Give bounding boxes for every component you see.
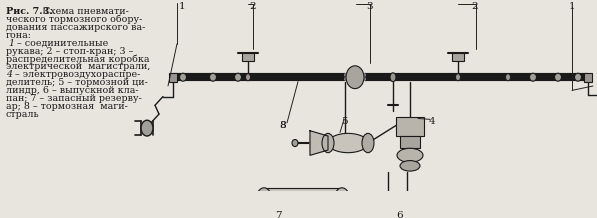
Text: распределительная коробка: распределительная коробка (6, 54, 149, 64)
Bar (396, 117, 424, 136)
Text: Схема пневмати-: Схема пневмати- (40, 7, 129, 16)
Text: 6: 6 (396, 211, 404, 218)
Bar (169, 73, 177, 82)
Ellipse shape (180, 73, 186, 81)
Ellipse shape (245, 74, 251, 81)
Bar (242, 53, 254, 61)
Text: электрической  магистрали,: электрической магистрали, (6, 62, 150, 71)
Text: страль: страль (6, 110, 39, 119)
Text: 1: 1 (6, 39, 15, 48)
Text: делитель; 5 – тормозной ци-: делитель; 5 – тормозной ци- (6, 78, 148, 87)
Ellipse shape (256, 188, 272, 212)
Text: рукава; 2 – стоп-кран; 3 –: рукава; 2 – стоп-кран; 3 – (6, 46, 133, 56)
Bar (452, 53, 464, 61)
Text: 1: 1 (179, 2, 185, 11)
Polygon shape (310, 131, 328, 155)
Text: 5: 5 (341, 117, 347, 126)
Ellipse shape (141, 120, 153, 136)
Ellipse shape (322, 133, 334, 153)
Ellipse shape (400, 161, 420, 171)
Ellipse shape (530, 73, 537, 81)
Text: гона:: гона: (6, 31, 32, 40)
Bar (264, 188, 342, 212)
Ellipse shape (574, 73, 581, 81)
Ellipse shape (390, 73, 396, 82)
Text: ар; 8 – тормозная  маги-: ар; 8 – тормозная маги- (6, 102, 128, 111)
Text: 8: 8 (279, 121, 287, 130)
Text: 4: 4 (6, 70, 12, 79)
Ellipse shape (555, 73, 562, 81)
Text: Рис. 7.3.: Рис. 7.3. (6, 7, 53, 16)
Ellipse shape (235, 73, 242, 81)
Ellipse shape (328, 133, 368, 153)
Ellipse shape (506, 74, 510, 81)
Ellipse shape (456, 74, 460, 81)
Text: 3: 3 (367, 2, 373, 11)
Ellipse shape (334, 188, 350, 212)
Text: 1: 1 (569, 2, 576, 11)
Text: 2: 2 (250, 2, 256, 11)
Text: пан; 7 – запасный резерву-: пан; 7 – запасный резерву- (6, 94, 142, 103)
Bar (584, 73, 592, 82)
Bar (382, 204, 394, 211)
Ellipse shape (346, 66, 364, 89)
Ellipse shape (362, 133, 374, 153)
Text: 4: 4 (429, 117, 435, 126)
Text: – электровоздухораспре-: – электровоздухораспре- (12, 70, 140, 79)
Text: – соединительные: – соединительные (14, 39, 108, 48)
Text: 2: 2 (472, 2, 478, 11)
Text: линдр, 6 – выпускной кла-: линдр, 6 – выпускной кла- (6, 86, 139, 95)
Ellipse shape (210, 73, 217, 81)
Ellipse shape (292, 140, 298, 146)
Text: 8: 8 (279, 121, 287, 130)
Text: ческого тормозного обору-: ческого тормозного обору- (6, 15, 142, 24)
Bar (400, 136, 420, 148)
Text: 7: 7 (275, 211, 281, 218)
Ellipse shape (397, 148, 423, 162)
Text: дования пассажирского ва-: дования пассажирского ва- (6, 23, 146, 32)
